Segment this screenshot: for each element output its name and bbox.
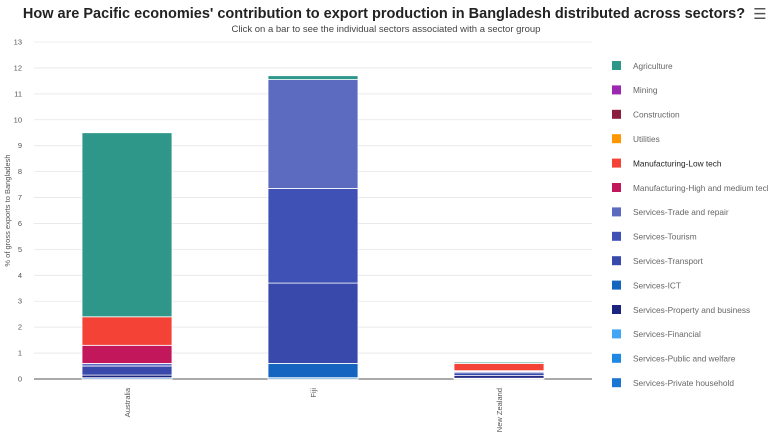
- legend-item-label[interactable]: Construction: [633, 110, 680, 120]
- legend-swatch[interactable]: [612, 353, 621, 363]
- x-tick-label: Fiji: [309, 388, 318, 398]
- bar-segment[interactable]: [267, 363, 359, 379]
- legend-swatch[interactable]: [612, 256, 621, 266]
- legend-item-label[interactable]: Services-Transport: [633, 256, 703, 266]
- bar-segment[interactable]: [267, 188, 359, 284]
- legend-item-label[interactable]: Utilities: [633, 134, 660, 144]
- legend-item-label[interactable]: Services-Public and welfare: [633, 354, 736, 364]
- bar-segment[interactable]: [267, 282, 359, 364]
- y-tick-label: 5: [18, 245, 22, 254]
- y-tick-label: 11: [14, 89, 22, 98]
- legend-item-label[interactable]: Services-Tourism: [633, 232, 697, 242]
- bar-segment[interactable]: [81, 316, 173, 346]
- chart-subtitle: Click on a bar to see the individual sec…: [231, 24, 541, 35]
- legend-swatch[interactable]: [612, 207, 621, 217]
- y-tick-label: 0: [18, 375, 22, 384]
- legend-swatch[interactable]: [612, 61, 621, 70]
- legend-item-label[interactable]: Services-ICT: [633, 280, 681, 290]
- bar-segment[interactable]: [453, 361, 545, 364]
- legend-swatch[interactable]: [612, 183, 621, 192]
- legend-swatch[interactable]: [612, 378, 621, 388]
- bar-segment[interactable]: [453, 372, 545, 377]
- legend-item-label[interactable]: Agriculture: [633, 61, 673, 71]
- y-axis-label: % of gross exports to Bangladesh: [3, 154, 12, 266]
- legend-swatch[interactable]: [612, 329, 621, 339]
- y-tick-label: 8: [18, 167, 22, 176]
- legend-item-label[interactable]: Manufacturing-High and medium tech: [633, 183, 768, 193]
- legend-swatch[interactable]: [612, 134, 621, 144]
- bar-segment[interactable]: [267, 75, 359, 80]
- y-tick-label: 7: [18, 193, 22, 202]
- y-tick-label: 13: [14, 38, 22, 47]
- bar-segment[interactable]: [81, 365, 173, 376]
- bar-segment[interactable]: [81, 344, 173, 364]
- legend-item-label[interactable]: Mining: [633, 85, 658, 95]
- legend-swatch[interactable]: [612, 109, 621, 119]
- legend-item-label[interactable]: Services-Trade and repair: [633, 207, 729, 217]
- legend-item-label[interactable]: Manufacturing-Low tech: [633, 158, 722, 168]
- y-tick-label: 9: [18, 141, 22, 150]
- y-tick-label: 1: [18, 349, 22, 358]
- y-tick-label: 12: [14, 63, 22, 72]
- y-tick-label: 6: [18, 219, 22, 228]
- y-tick-label: 10: [14, 115, 22, 124]
- bar-segment[interactable]: [453, 363, 545, 372]
- y-tick-label: 4: [18, 271, 22, 280]
- legend-swatch[interactable]: [612, 280, 621, 290]
- y-tick-label: 3: [18, 297, 22, 306]
- x-tick-label: New Zealand: [495, 388, 504, 432]
- legend-item-label[interactable]: Services-Financial: [633, 329, 701, 339]
- hamburger-menu-icon[interactable]: ☰: [753, 6, 767, 23]
- bar-segment[interactable]: [267, 79, 359, 189]
- legend-swatch[interactable]: [612, 85, 621, 95]
- x-tick-label: Australia: [123, 387, 132, 417]
- legend-swatch[interactable]: [612, 305, 621, 314]
- legend-item-label[interactable]: Services-Property and business: [633, 305, 750, 315]
- legend-item-label[interactable]: Services-Private household: [633, 378, 734, 388]
- y-tick-label: 2: [18, 323, 22, 332]
- legend-swatch[interactable]: [612, 158, 621, 168]
- bar-segment[interactable]: [81, 132, 173, 318]
- chart-title: How are Pacific economies' contribution …: [22, 6, 746, 22]
- legend-swatch[interactable]: [612, 231, 621, 241]
